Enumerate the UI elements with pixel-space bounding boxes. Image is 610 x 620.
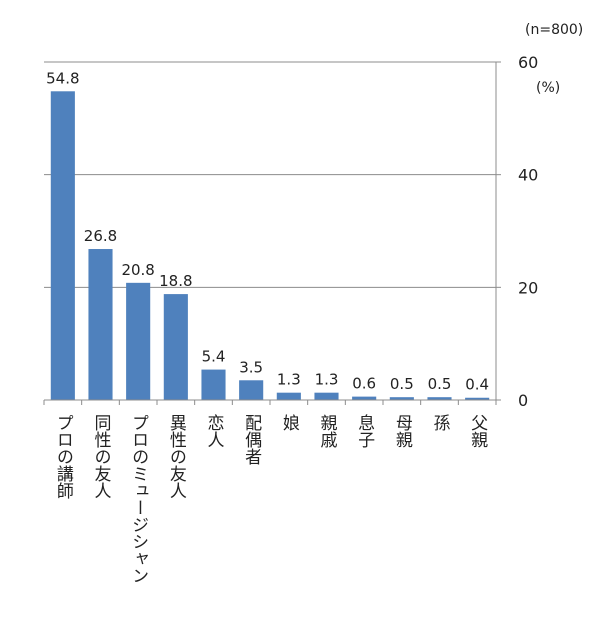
category-label: プロの講師: [53, 414, 73, 499]
value-label: 18.8: [159, 272, 192, 290]
bar: [50, 91, 75, 400]
category-label: 父親: [467, 414, 488, 448]
value-label: 5.4: [202, 348, 226, 366]
bar: [389, 397, 414, 400]
bar: [163, 294, 188, 400]
bar: [314, 392, 339, 400]
y-tick-label: 60: [518, 53, 538, 72]
bars: [50, 91, 490, 400]
y-tick-labels: 0 20 40 60: [518, 53, 538, 410]
category-label: 息子: [354, 414, 375, 448]
unit-label: (%): [536, 80, 561, 96]
value-label: 0.5: [390, 375, 414, 393]
value-label: 0.5: [428, 375, 452, 393]
value-label: 20.8: [121, 261, 154, 279]
value-label: 1.3: [315, 371, 339, 389]
category-label: 孫: [430, 414, 451, 431]
value-label: 3.5: [239, 358, 263, 376]
bar: [88, 249, 113, 400]
bar: [201, 369, 226, 400]
bar: [239, 380, 264, 400]
value-label: 0.4: [465, 376, 489, 394]
value-label: 54.8: [46, 69, 79, 87]
gridlines: [44, 61, 496, 288]
category-label: 娘: [279, 414, 300, 431]
bar: [126, 282, 151, 400]
y-tick-label: 20: [518, 278, 538, 297]
bar: [427, 397, 452, 400]
bar: [465, 397, 490, 400]
value-labels: 54.8 26.820.8 18.8 5.4 3.5 1.3 1.3 0.6 0.5 0.5 0.4: [46, 69, 489, 393]
y-tick-label: 0: [518, 391, 528, 410]
value-label: 1.3: [277, 371, 301, 389]
category-label: 親戚: [317, 414, 338, 449]
category-label: 同性の友人: [91, 414, 112, 499]
y-tick-label: 40: [518, 166, 538, 185]
bar: [276, 392, 301, 400]
category-label: プロのミュージシャン: [128, 414, 148, 584]
category-label: 恋人: [204, 413, 225, 448]
category-label: 異性の友人: [166, 414, 187, 499]
bar: [352, 396, 377, 400]
value-label: 26.8: [84, 227, 117, 245]
category-labels: プロの講師 同性の友人 プロのミュージシャン 異性の友人 恋人 配偶者娘親戚 息子 母親孫父親: [53, 413, 488, 584]
value-label: 0.6: [352, 375, 376, 393]
sample-size-note: (n=800): [525, 22, 584, 38]
axes: [43, 61, 501, 405]
category-label: 配偶者: [241, 414, 262, 465]
category-label: 母親: [392, 414, 413, 448]
